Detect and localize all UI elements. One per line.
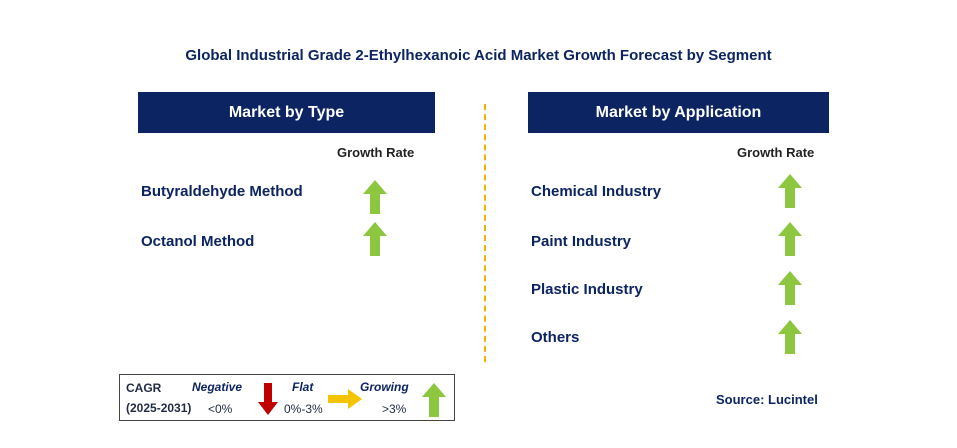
legend-growing-range: >3% bbox=[382, 402, 407, 416]
yellow-right-arrow-icon bbox=[328, 389, 362, 409]
legend-growing-label: Growing bbox=[360, 380, 409, 394]
green-up-arrow-icon bbox=[422, 383, 446, 417]
green-up-arrow-icon bbox=[778, 320, 802, 354]
legend-flat-range: 0%-3% bbox=[284, 402, 323, 416]
legend-negative-label: Negative bbox=[192, 380, 243, 394]
cagr-legend: CAGR (2025-2031) Negative <0% Flat 0%-3%… bbox=[119, 374, 455, 421]
source-label: Source: Lucintel bbox=[716, 392, 818, 407]
application-growth-rate-label: Growth Rate bbox=[737, 145, 815, 160]
panel-divider bbox=[484, 104, 486, 362]
market-by-application-header: Market by Application bbox=[528, 92, 829, 133]
application-item-chemical-industry: Chemical Industry bbox=[531, 183, 662, 200]
type-item-octanol-method: Octanol Method bbox=[141, 233, 255, 250]
market-by-type-header: Market by Type bbox=[138, 92, 435, 133]
page-title: Global Industrial Grade 2-Ethylhexanoic … bbox=[185, 47, 772, 64]
green-up-arrow-icon bbox=[363, 222, 387, 256]
application-item-others: Others bbox=[531, 329, 580, 346]
green-up-arrow-icon bbox=[778, 174, 802, 208]
application-item-plastic-industry: Plastic Industry bbox=[531, 281, 643, 298]
red-down-arrow-icon bbox=[258, 383, 278, 415]
green-up-arrow-icon bbox=[778, 222, 802, 256]
legend-cagr-label: CAGR bbox=[126, 381, 162, 395]
green-up-arrow-icon bbox=[778, 271, 802, 305]
type-item-butyraldehyde-method: Butyraldehyde Method bbox=[141, 183, 303, 200]
application-item-paint-industry: Paint Industry bbox=[531, 233, 632, 250]
legend-negative-range: <0% bbox=[208, 402, 233, 416]
green-up-arrow-icon bbox=[363, 180, 387, 214]
legend-flat-label: Flat bbox=[292, 380, 314, 394]
legend-period: (2025-2031) bbox=[126, 401, 192, 415]
type-growth-rate-label: Growth Rate bbox=[337, 145, 415, 160]
